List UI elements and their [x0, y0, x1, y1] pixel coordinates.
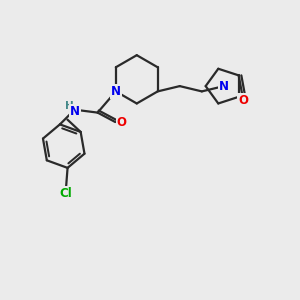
Text: N: N [219, 80, 229, 93]
Text: N: N [70, 105, 80, 118]
Text: O: O [238, 94, 248, 107]
Text: N: N [111, 85, 121, 98]
Text: H: H [65, 101, 74, 111]
Text: O: O [117, 116, 127, 128]
Text: Cl: Cl [60, 187, 73, 200]
